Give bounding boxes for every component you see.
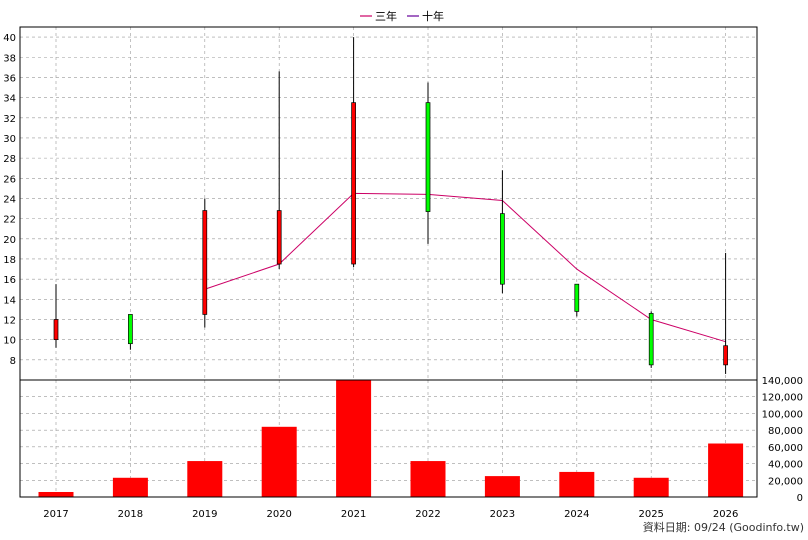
volume-y-tick-label: 60,000 (768, 443, 803, 454)
x-tick-label: 2026 (713, 509, 738, 520)
volume-y-tick-label: 0 (797, 493, 803, 504)
volume-y-axis: 0 20,000 40,000 60,000 80,000 100,000 120,000 1… (762, 376, 803, 504)
x-tick-label: 2018 (118, 509, 143, 520)
x-tick-label: 2021 (341, 509, 366, 520)
price-y-axis: 8 10 12 14 16 18 20 22 24 26 28 30 32 34 36 38 40 (3, 33, 16, 367)
volume-panel-frame (19, 379, 758, 498)
price-y-tick-label: 28 (3, 154, 16, 165)
volume-y-tick-label: 80,000 (768, 426, 803, 437)
volume-y-tick-label: 100,000 (762, 409, 803, 420)
volume-bar-2022 (410, 461, 446, 497)
price-y-tick-label: 20 (3, 235, 16, 246)
candle-body (276, 210, 282, 265)
candle-body (723, 345, 728, 366)
volume-bars-layer (38, 380, 744, 497)
x-tick-label: 2017 (43, 509, 68, 520)
x-tick-label: 2020 (266, 509, 291, 520)
candle-2024 (574, 283, 580, 317)
candle-body (53, 319, 59, 341)
candle-2017 (53, 284, 59, 348)
candle-2025 (648, 311, 654, 368)
legend-label-three-year: 三年 (375, 9, 397, 23)
price-y-tick-label: 18 (3, 255, 16, 266)
price-y-tick-label: 22 (3, 215, 16, 226)
x-axis: 2017 2018 2019 2020 2021 2022 2023 2024 2025 2026 (43, 509, 738, 520)
volume-bar-2018 (112, 477, 148, 497)
candle-2019 (202, 198, 208, 328)
volume-bar-2025 (633, 477, 669, 497)
price-y-tick-label: 34 (3, 94, 16, 105)
three-year-line (204, 192, 726, 343)
x-tick-label: 2019 (192, 509, 217, 520)
candle-2023 (500, 170, 505, 294)
price-y-tick-label: 24 (3, 194, 16, 205)
volume-y-tick-label: 40,000 (768, 460, 803, 471)
candle-2021 (351, 37, 356, 268)
x-tick-label: 2025 (638, 509, 663, 520)
volume-bar-2023 (484, 476, 520, 497)
data-date-footer: 資料日期: 09/24 (Goodinfo.tw) (643, 520, 804, 534)
candle-body (128, 314, 133, 345)
candle-body (425, 102, 431, 212)
x-tick-label: 2022 (415, 509, 440, 520)
volume-y-tick-label: 20,000 (768, 476, 803, 487)
three-year-line-layer (204, 192, 726, 343)
price-y-tick-label: 16 (3, 275, 16, 286)
price-y-tick-label: 26 (3, 174, 16, 185)
price-y-tick-label: 36 (3, 73, 16, 84)
candle-body (500, 213, 505, 285)
price-y-tick-label: 30 (3, 134, 16, 145)
candle-body (202, 210, 208, 315)
volume-bar-2017 (38, 491, 74, 497)
price-y-tick-label: 14 (3, 295, 16, 306)
candle-2026 (723, 252, 728, 374)
price-y-tick-label: 8 (10, 356, 16, 367)
volume-bar-2026 (708, 443, 744, 497)
x-tick-label: 2024 (564, 509, 589, 520)
volume-bar-2021 (336, 380, 372, 497)
price-y-tick-label: 10 (3, 336, 16, 347)
price-grid (20, 27, 757, 380)
x-tick-label: 2023 (490, 509, 515, 520)
legend: 三年 十年 (360, 9, 444, 23)
price-y-tick-label: 32 (3, 114, 16, 125)
price-y-tick-label: 12 (3, 315, 16, 326)
price-y-tick-label: 38 (3, 53, 16, 64)
candle-2018 (128, 314, 133, 350)
volume-y-tick-label: 120,000 (762, 393, 803, 404)
candle-2022 (425, 82, 431, 244)
volume-y-tick-label: 140,000 (762, 376, 803, 387)
legend-label-ten-year: 十年 (422, 9, 444, 23)
candles-layer (53, 37, 728, 374)
volume-bar-2020 (261, 426, 297, 497)
price-y-tick-label: 40 (3, 33, 16, 44)
candle-2020 (276, 71, 282, 270)
candle-body (574, 283, 580, 312)
volume-bar-2019 (187, 461, 223, 497)
candle-body (351, 102, 356, 265)
candle-body (648, 313, 654, 366)
volume-bar-2024 (559, 471, 595, 497)
